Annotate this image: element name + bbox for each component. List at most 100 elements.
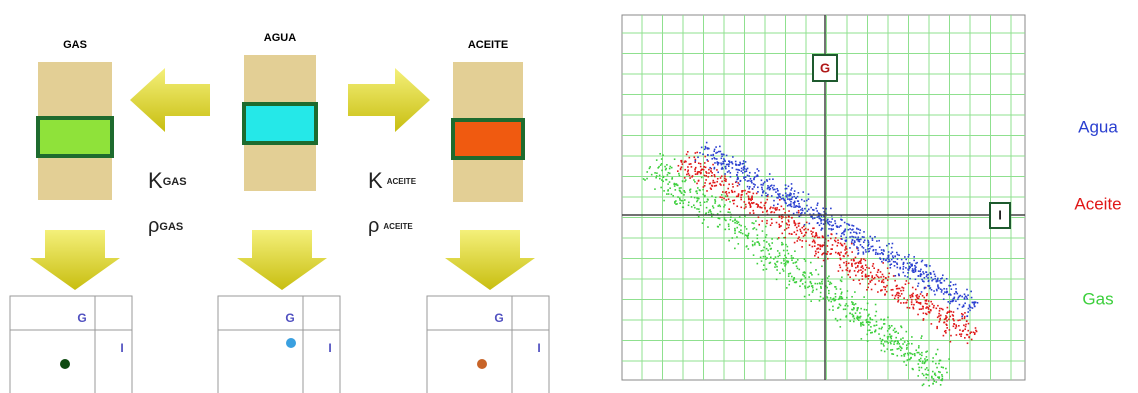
scatter-point [799, 223, 801, 225]
scatter-point [751, 197, 753, 199]
scatter-point [862, 324, 864, 326]
scatter-point [944, 331, 946, 333]
scatter-point [754, 184, 756, 186]
scatter-point [922, 260, 924, 262]
scatter-point [760, 256, 762, 258]
scatter-point [727, 164, 729, 166]
scatter-point [821, 228, 823, 230]
scatter-point [911, 301, 913, 303]
scatter-point [654, 172, 656, 174]
scatter-point [931, 280, 933, 282]
scatter-point [755, 220, 757, 222]
scatter-point [794, 242, 796, 244]
scatter-point [830, 221, 832, 223]
scatter-point [883, 282, 885, 284]
scatter-point [829, 253, 831, 255]
scatter-point [954, 293, 956, 295]
scatter-point [943, 288, 945, 290]
scatter-point [726, 193, 728, 195]
scatter-point [804, 224, 806, 226]
scatter-point [757, 234, 759, 236]
scatter-point [750, 181, 752, 183]
scatter-point [913, 260, 915, 262]
scatter-point [756, 229, 758, 231]
scatter-point [844, 222, 846, 224]
scatter-point [861, 338, 863, 340]
scatter-point [908, 269, 910, 271]
scatter-point [819, 237, 821, 239]
scatter-point [797, 268, 799, 270]
scatter-point [814, 236, 816, 238]
scatter-point [794, 225, 796, 227]
scatter-point [900, 325, 902, 327]
scatter-point [866, 321, 868, 323]
scatter-point [724, 173, 726, 175]
scatter-point [761, 220, 763, 222]
scatter-point [815, 269, 817, 271]
scatter-point [781, 242, 783, 244]
scatter-point [686, 174, 688, 176]
scatter-point [769, 188, 771, 190]
scatter-point [725, 166, 727, 168]
scatter-point [694, 181, 696, 183]
scatter-point [749, 204, 751, 206]
scatter-point [817, 283, 819, 285]
scatter-point [853, 225, 855, 227]
scatter-point [788, 227, 790, 229]
scatter-point [745, 204, 747, 206]
scatter-point [747, 191, 749, 193]
scatter-point [897, 332, 899, 334]
scatter-point [716, 169, 718, 171]
scatter-point [722, 191, 724, 193]
scatter-point [883, 276, 885, 278]
scatter-point [808, 286, 810, 288]
page: GAS AGUA ACEITE KGAS ρGAS KACEITE ρACEIT… [0, 0, 1138, 393]
scatter-point [731, 161, 733, 163]
scatter-point [946, 288, 948, 290]
scatter-point [762, 211, 764, 213]
scatter-point [759, 206, 761, 208]
scatter-point [897, 301, 899, 303]
scatter-point [746, 246, 748, 248]
scatter-point [724, 178, 726, 180]
scatter-point [805, 277, 807, 279]
scatter-point [927, 277, 929, 279]
scatter-point [873, 263, 875, 265]
scatter-point [918, 275, 920, 277]
scatter-point [917, 314, 919, 316]
scatter-point [904, 341, 906, 343]
scatter-point [897, 258, 899, 260]
scatter-point [796, 240, 798, 242]
scatter-point [814, 242, 816, 244]
scatter-point [848, 262, 850, 264]
scatter-point [911, 343, 913, 345]
scatter-point [915, 295, 917, 297]
scatter-point [949, 329, 951, 331]
scatter-point [816, 235, 818, 237]
scatter-point [643, 178, 645, 180]
scatter-point [926, 351, 928, 353]
scatter-point [844, 249, 846, 251]
scatter-point [875, 283, 877, 285]
scatter-point [765, 256, 767, 258]
scatter-point [699, 211, 701, 213]
scatter-point [761, 250, 763, 252]
scatter-point [895, 337, 897, 339]
scatter-point [804, 200, 806, 202]
scatter-point [716, 181, 718, 183]
scatter-point [785, 257, 787, 259]
scatter-point [725, 168, 727, 170]
scatter-point [781, 206, 783, 208]
scatter-point [742, 233, 744, 235]
scatter-point [939, 280, 941, 282]
scatter-point [663, 176, 665, 178]
scatter-point [926, 276, 928, 278]
scatter-point [797, 259, 799, 261]
scatter-point [832, 306, 834, 308]
scatter-point [767, 188, 769, 190]
scatter-point [766, 248, 768, 250]
scatter-point [827, 258, 829, 260]
scatter-point [931, 277, 933, 279]
scatter-point [851, 265, 853, 267]
scatter-point [719, 224, 721, 226]
